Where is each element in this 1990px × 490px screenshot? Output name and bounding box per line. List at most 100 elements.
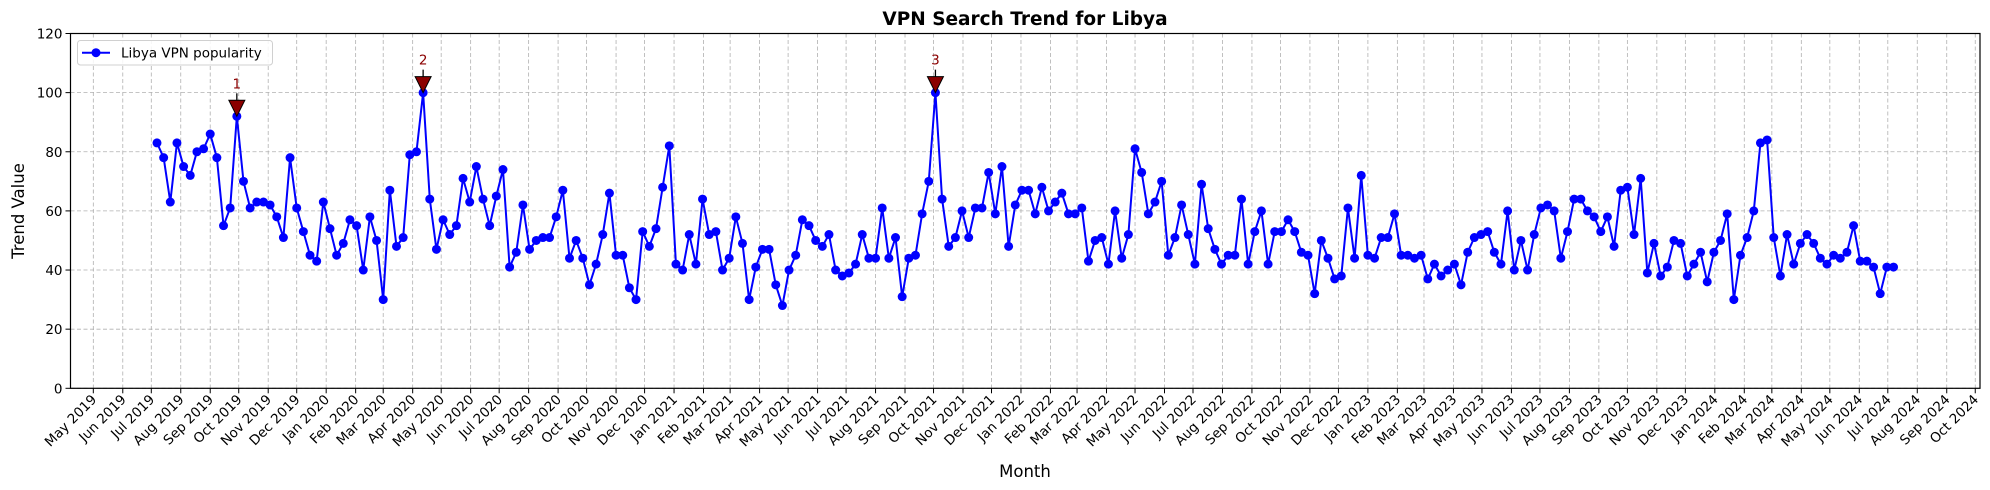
data-point (1569, 194, 1579, 204)
peak-annotation: 1 (228, 76, 246, 118)
data-point (671, 259, 681, 269)
data-point (385, 185, 395, 195)
data-point (199, 144, 209, 154)
data-point (1676, 238, 1686, 248)
data-point (884, 253, 894, 263)
data-point (545, 233, 555, 243)
data-point (658, 182, 668, 192)
data-point (305, 250, 315, 260)
data-point (1529, 230, 1539, 240)
data-point (1356, 170, 1366, 180)
data-point (1449, 259, 1459, 269)
data-point (984, 167, 994, 177)
y-tick-label: 0 (54, 381, 63, 397)
data-point (1543, 200, 1553, 210)
data-point (1762, 135, 1772, 145)
data-point (1336, 271, 1346, 281)
data-point (1157, 176, 1167, 186)
data-point (1250, 227, 1260, 237)
data-point (1416, 250, 1426, 260)
data-point (777, 301, 787, 311)
data-point (1576, 194, 1586, 204)
legend[interactable]: Libya VPN popularity (77, 40, 273, 66)
data-point (1010, 200, 1020, 210)
data-point (345, 215, 355, 225)
data-point (1370, 253, 1380, 263)
data-point (325, 224, 335, 234)
data-point (1050, 197, 1060, 207)
legend-marker-swatch (91, 48, 101, 58)
data-point (1110, 206, 1120, 216)
data-point (411, 147, 421, 157)
data-point (624, 283, 634, 293)
data-point (1230, 250, 1240, 260)
data-point (558, 185, 568, 195)
data-point (691, 259, 701, 269)
data-point (604, 188, 614, 198)
data-point (1662, 262, 1672, 272)
triangle-down-icon (228, 99, 246, 118)
data-point (937, 194, 947, 204)
data-point (1143, 209, 1153, 219)
data-point (1496, 259, 1506, 269)
data-point (1636, 173, 1646, 183)
data-point (631, 295, 641, 305)
series-layer (152, 88, 1899, 311)
data-point (1290, 227, 1300, 237)
data-point (245, 203, 255, 213)
data-point (1835, 253, 1845, 263)
data-point (578, 253, 588, 263)
data-point (292, 203, 302, 213)
data-point (1177, 200, 1187, 210)
data-point (857, 230, 867, 240)
data-point (185, 170, 195, 180)
data-point (737, 238, 747, 248)
data-point (764, 244, 774, 254)
data-point (718, 265, 728, 275)
peak-annotation: 3 (926, 53, 945, 94)
peak-annotation: 2 (414, 53, 432, 94)
data-point (1243, 259, 1253, 269)
annotation-label: 2 (419, 53, 428, 69)
data-point (824, 230, 834, 240)
data-point (784, 265, 794, 275)
data-point (591, 259, 601, 269)
legend-label: Libya VPN popularity (121, 46, 262, 62)
data-point (571, 235, 581, 245)
data-point (1875, 289, 1885, 299)
data-point (265, 200, 275, 210)
data-point (425, 194, 435, 204)
data-point (950, 233, 960, 243)
y-tick-label: 40 (45, 263, 62, 279)
grid-lines (70, 33, 1980, 389)
data-point (1203, 224, 1213, 234)
data-point (897, 292, 907, 302)
data-point (711, 227, 721, 237)
y-axis-label: Trend Value (9, 163, 28, 260)
y-axis: 0 20 40 60 80 100 120 (37, 27, 71, 397)
data-point (1443, 265, 1453, 275)
data-point (278, 233, 288, 243)
data-point (1044, 206, 1054, 216)
data-point (1456, 280, 1466, 290)
data-point (252, 197, 262, 207)
data-point (538, 233, 548, 243)
data-point (924, 176, 934, 186)
data-point (312, 256, 322, 266)
data-point (910, 250, 920, 260)
data-point (844, 268, 854, 278)
data-point (1849, 221, 1859, 231)
data-point (678, 265, 688, 275)
data-point (1310, 289, 1320, 299)
data-point (1004, 241, 1014, 251)
data-point (1869, 262, 1879, 272)
data-point (398, 233, 408, 243)
triangle-down-icon (926, 76, 945, 94)
data-point (1236, 194, 1246, 204)
data-point (970, 203, 980, 213)
data-point (1729, 295, 1739, 305)
data-point (1622, 182, 1632, 192)
chart-title: VPN Search Trend for Libya (882, 9, 1167, 30)
data-point (644, 241, 654, 251)
data-point (1263, 259, 1273, 269)
